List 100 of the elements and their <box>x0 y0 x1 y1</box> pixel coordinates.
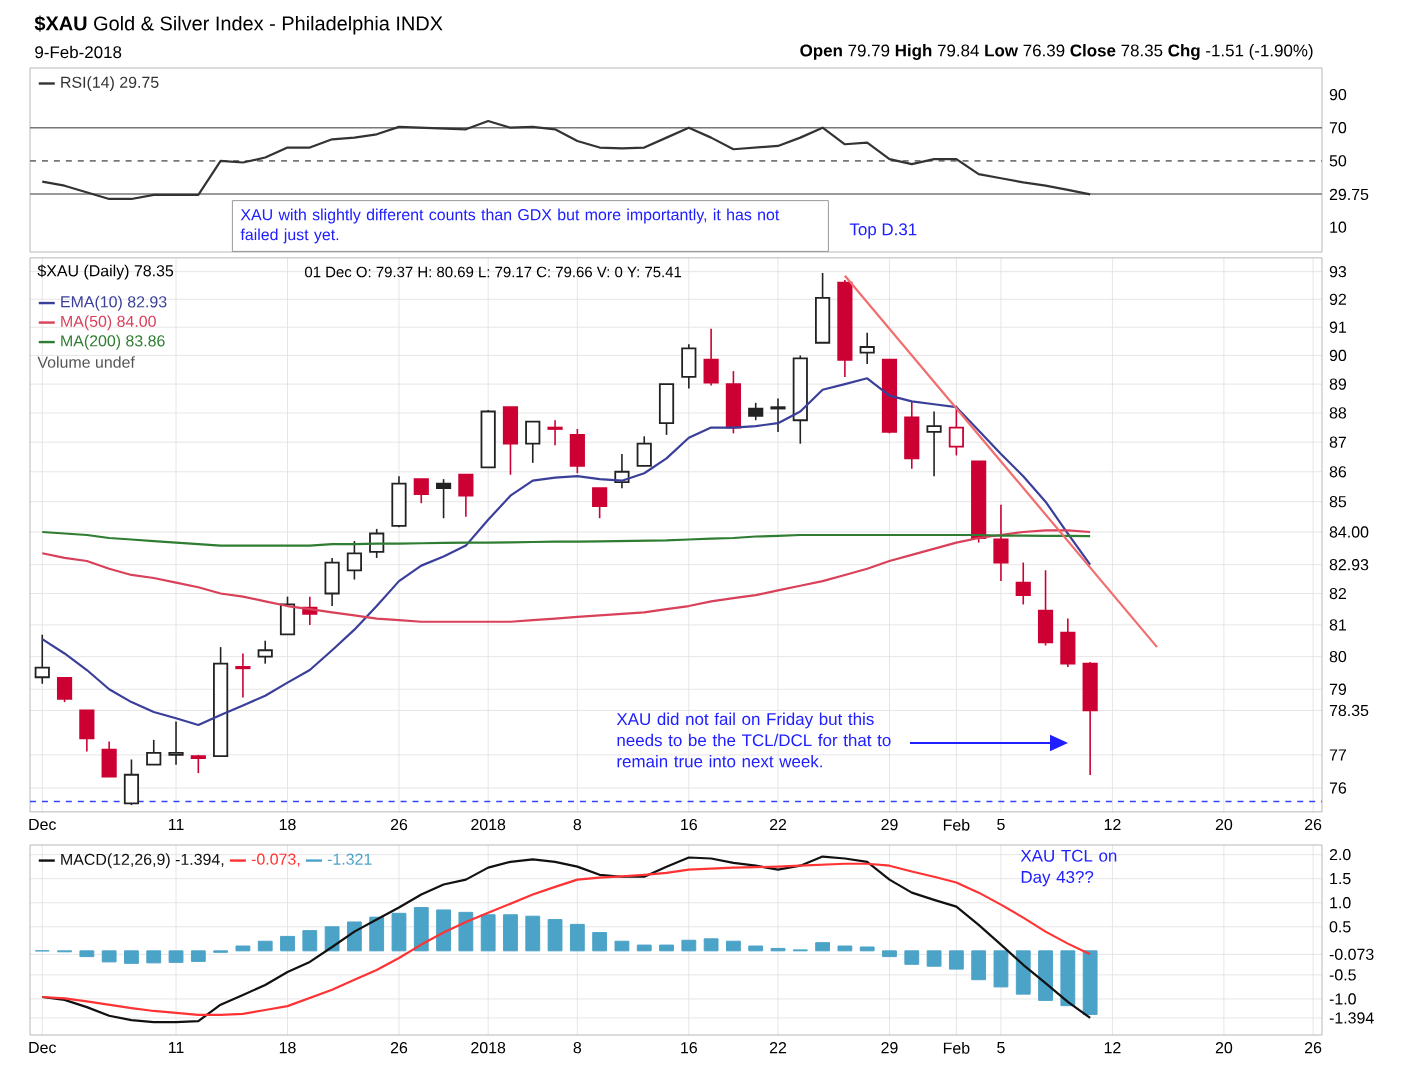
bar <box>391 912 407 952</box>
bar <box>302 930 318 952</box>
x-tick-label: 26 <box>390 1042 408 1054</box>
legend-label: MA(50) 84.00 <box>61 315 156 331</box>
bar <box>770 947 786 952</box>
bar <box>837 945 853 952</box>
legend-label: -1.321 <box>327 853 372 865</box>
y-tick-label: 80 <box>1329 650 1347 663</box>
y-tick-label: -1.0 <box>1329 993 1356 1005</box>
y-tick-label: 79 <box>1329 683 1346 695</box>
y-tick-label: 81 <box>1329 619 1346 631</box>
y-tick-label: 87 <box>1329 436 1346 448</box>
bar <box>324 926 340 952</box>
y-tick-label: 90 <box>1329 349 1347 362</box>
y-tick-label: 1.0 <box>1330 897 1351 909</box>
text: Open 79.79 High 79.84 Low 76.39 Close 78.35 Chg -1.51 (-1.90%) <box>800 44 1313 60</box>
y-tick-label: 1.5 <box>1330 873 1351 885</box>
candlestick <box>547 419 563 446</box>
y-tick-label: 76 <box>1329 782 1347 794</box>
bar <box>124 950 139 964</box>
legend-label: RSI(14) 29.75 <box>61 76 159 92</box>
x-tick-label: 16 <box>681 1042 697 1054</box>
x-tick-label: 8 <box>573 818 582 831</box>
x-tick-label: 2018 <box>471 1042 506 1054</box>
x-tick-label: 12 <box>1104 1042 1121 1054</box>
x-tick-label: 26 <box>390 818 408 831</box>
candlestick <box>34 633 50 685</box>
y-tick-label: 93 <box>1329 266 1347 278</box>
x-tick-label: 5 <box>997 818 1005 831</box>
bar <box>726 940 741 952</box>
bar <box>146 950 162 964</box>
bar <box>436 909 451 952</box>
annotation: XAU with slightly different counts than GDX but more importantly, it has not failed just yet. <box>240 208 780 244</box>
bar <box>1082 950 1098 1015</box>
y-tick-label: 50 <box>1329 155 1347 167</box>
y-tick-label: 89 <box>1329 378 1346 390</box>
bar <box>1038 950 1053 1001</box>
bar <box>971 950 987 981</box>
candlestick <box>168 720 184 766</box>
bar <box>190 950 206 962</box>
candlestick <box>146 739 162 766</box>
candlestick <box>926 410 942 477</box>
bar <box>569 923 585 952</box>
x-tick-label: 5 <box>997 1042 1005 1054</box>
bar <box>681 939 697 952</box>
candlestick <box>993 503 1009 582</box>
x-tick-label: 29 <box>881 818 898 831</box>
x-tick-label: 22 <box>769 818 787 831</box>
candlestick <box>703 327 719 387</box>
y-tick-label: 90 <box>1329 88 1347 101</box>
annotation: XAU did not fail on Friday but this needs to be the TCL/DCL for that to remain true into next week. <box>616 712 891 768</box>
y-tick-label: 92 <box>1329 293 1346 305</box>
candlestick <box>56 676 73 703</box>
bar <box>280 935 295 952</box>
x-tick-label: 12 <box>1104 818 1121 831</box>
bar <box>636 944 652 952</box>
x-tick-label: 11 <box>168 818 184 830</box>
y-tick-label: 85 <box>1329 496 1347 508</box>
bar <box>547 919 563 952</box>
bar <box>168 950 184 963</box>
y-tick-label: 10 <box>1330 221 1347 233</box>
y-tick-label: 70 <box>1329 122 1347 134</box>
y-tick-label: 84.00 <box>1329 526 1369 538</box>
candlestick <box>859 332 875 365</box>
bar <box>413 907 429 952</box>
candlestick <box>1015 561 1031 606</box>
bar <box>703 938 719 952</box>
x-tick-label: 11 <box>168 1042 184 1054</box>
bar <box>235 945 251 952</box>
legend-label: -0.073, <box>251 853 300 867</box>
x-tick-label: Feb <box>943 818 970 831</box>
bar <box>79 950 95 958</box>
x-tick-label: 16 <box>681 818 697 831</box>
bar <box>882 950 897 958</box>
legend-label: EMA(10) 82.93 <box>61 295 167 311</box>
bar <box>904 950 920 965</box>
y-tick-label: 86 <box>1329 466 1347 478</box>
bar <box>257 940 273 952</box>
candlestick <box>592 487 608 520</box>
x-tick-label: Dec <box>29 1042 57 1054</box>
x-tick-label: 8 <box>573 1042 582 1054</box>
y-tick-label: 78.35 <box>1329 704 1369 717</box>
candlestick <box>770 397 786 433</box>
bar <box>815 942 831 952</box>
y-tick-label: 82.93 <box>1329 559 1369 571</box>
bar <box>480 914 496 952</box>
y-tick-label: 82 <box>1329 587 1346 600</box>
x-tick-label: 20 <box>1215 818 1233 831</box>
line-series <box>41 377 1092 727</box>
annotation: Volume undef <box>37 356 135 368</box>
chart-subtitle: 9-Feb-2018 <box>35 45 122 59</box>
bar <box>926 950 942 967</box>
y-tick-label: -1.394 <box>1329 1012 1374 1024</box>
y-tick-label: -0.073 <box>1329 948 1374 960</box>
annotation: XAU TCL on Day 43?? <box>1020 849 1117 887</box>
bar <box>525 915 541 952</box>
bar <box>503 914 518 952</box>
candlestick <box>435 478 452 520</box>
chart-title: $XAU Gold & Silver Index - Philadelphia INDX <box>34 15 443 35</box>
y-tick-label: -0.5 <box>1329 969 1356 981</box>
